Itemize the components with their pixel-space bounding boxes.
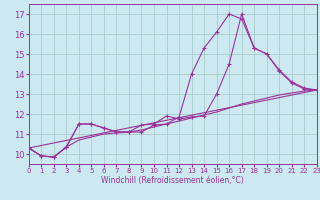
X-axis label: Windchill (Refroidissement éolien,°C): Windchill (Refroidissement éolien,°C): [101, 176, 244, 185]
